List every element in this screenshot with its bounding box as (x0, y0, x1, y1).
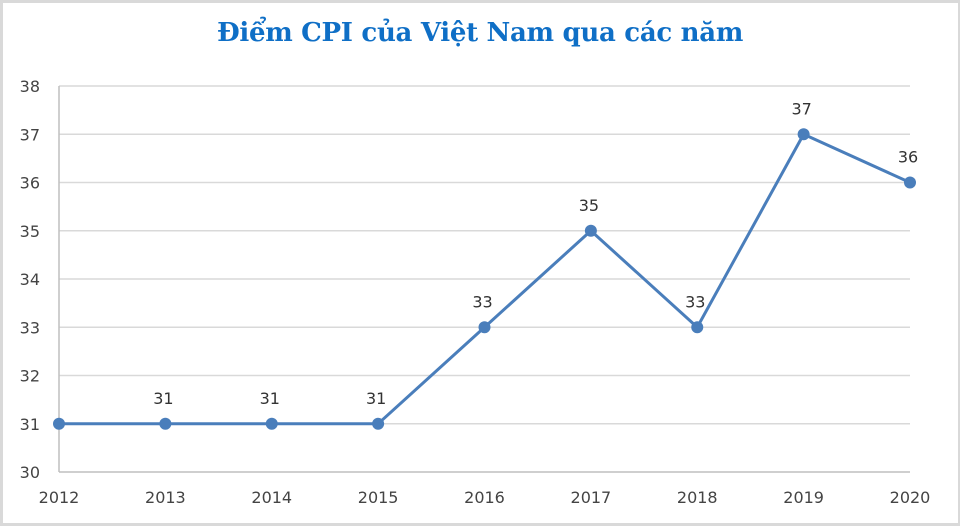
y-tick-label: 37 (20, 125, 40, 144)
x-tick-label: 2015 (358, 488, 399, 507)
data-point-marker (691, 321, 704, 334)
data-labels: 31 31 31 33 35 33 37 36 (153, 99, 918, 408)
data-label: 35 (579, 196, 599, 215)
y-tick-label: 31 (20, 415, 40, 434)
y-axis-ticks: 30 31 32 33 34 35 36 37 38 (20, 77, 40, 482)
x-axis-ticks: 2012 2013 2014 2015 2016 2017 2018 2019 2020 (39, 488, 931, 507)
data-label: 36 (898, 148, 918, 167)
x-tick-label: 2017 (571, 488, 612, 507)
gridlines (59, 85, 910, 425)
data-label: 33 (472, 292, 492, 311)
data-label: 33 (685, 292, 705, 311)
x-tick-label: 2020 (890, 488, 931, 507)
data-label: 31 (366, 389, 386, 408)
x-tick-label: 2018 (677, 488, 718, 507)
data-point-marker (53, 417, 65, 430)
data-label: 37 (791, 99, 811, 118)
x-tick-label: 2019 (783, 488, 824, 507)
y-tick-label: 33 (20, 318, 40, 337)
data-label: 31 (260, 389, 280, 408)
y-tick-label: 38 (20, 77, 40, 96)
data-point-marker (159, 417, 172, 430)
data-point-marker (265, 417, 278, 430)
axes (58, 86, 910, 473)
data-label: 31 (153, 389, 173, 408)
x-tick-label: 2012 (39, 488, 80, 507)
x-tick-label: 2016 (464, 488, 505, 507)
y-tick-label: 34 (20, 270, 40, 289)
data-point-marker (478, 321, 491, 334)
series-line (53, 128, 916, 430)
y-tick-label: 35 (20, 222, 40, 241)
data-point-marker (584, 224, 597, 237)
y-tick-label: 36 (20, 174, 40, 193)
y-tick-label: 30 (20, 463, 40, 482)
x-tick-label: 2013 (145, 488, 186, 507)
data-point-marker (904, 176, 916, 189)
x-tick-label: 2014 (251, 488, 292, 507)
chart-title: Điểm CPI của Việt Nam qua các năm (216, 18, 744, 48)
data-point-marker (372, 417, 385, 430)
data-point-marker (797, 128, 810, 141)
y-tick-label: 32 (20, 367, 40, 386)
